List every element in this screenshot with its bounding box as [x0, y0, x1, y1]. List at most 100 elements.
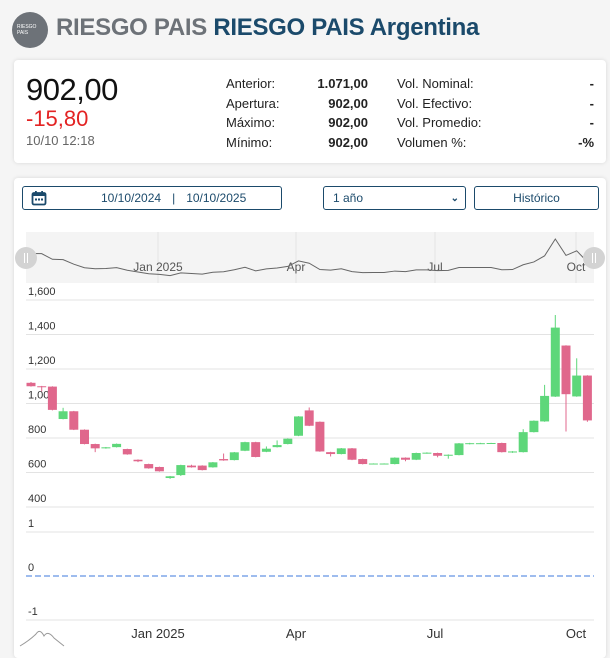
candle-body — [486, 443, 496, 445]
candle — [176, 464, 186, 476]
candle — [390, 457, 400, 465]
candle — [272, 440, 282, 448]
candle-body — [133, 459, 143, 462]
handle-circle — [15, 247, 37, 269]
logo-text: RIESGO PAIS — [17, 24, 37, 36]
candle — [475, 442, 485, 445]
candle-body — [37, 386, 47, 388]
candle — [304, 407, 314, 427]
candle-body — [176, 465, 186, 476]
date-separator: | — [172, 191, 176, 205]
candle-body — [187, 465, 196, 468]
handle-circle — [583, 247, 605, 269]
historico-button[interactable]: Histórico — [474, 186, 599, 210]
candle — [144, 463, 154, 469]
date-range-input[interactable]: 10/10/2024 | 10/10/2025 — [22, 186, 282, 210]
candle-body — [561, 345, 571, 395]
stat-value: 902,00 — [328, 134, 368, 150]
calendar-icon[interactable] — [31, 190, 47, 206]
candle-body — [550, 327, 560, 397]
candle — [240, 441, 250, 452]
candle — [454, 443, 464, 456]
x-tick-label: Jul — [427, 626, 444, 641]
candle-body — [26, 382, 36, 387]
candle-body — [336, 448, 346, 455]
navigator-tick-label: Apr — [287, 260, 306, 274]
volume-y-tick-label: -1 — [28, 606, 38, 618]
x-tick-label: Jan 2025 — [131, 626, 185, 641]
candle — [165, 475, 175, 479]
candle — [336, 448, 346, 455]
title-prefix: RIESGO PAIS — [56, 14, 207, 41]
candle-body — [572, 375, 582, 397]
candle — [283, 438, 293, 445]
quote-card: 902,00 -15,80 10/10 12:18 Anterior: 1.071… — [14, 60, 606, 163]
last-price: 902,00 — [26, 72, 118, 107]
candle-body — [261, 448, 271, 452]
candle — [229, 451, 239, 461]
candle-body — [219, 459, 229, 461]
candle — [122, 448, 132, 455]
candle — [572, 358, 582, 397]
range-select[interactable]: 1 año ⌄ — [323, 186, 466, 210]
candle — [540, 384, 550, 422]
navigator-handle-left[interactable] — [15, 247, 37, 269]
candle-body — [497, 443, 507, 453]
candle-body — [475, 443, 485, 445]
candle — [187, 464, 196, 468]
candle-body — [433, 453, 443, 456]
candle — [368, 463, 378, 465]
y-tick-label: 1,200 — [28, 355, 56, 367]
candle — [326, 451, 336, 457]
candle — [422, 452, 432, 454]
stat-value: -% — [578, 134, 594, 150]
candle — [497, 442, 507, 453]
candle-body — [272, 445, 282, 448]
candle — [261, 446, 271, 453]
candle-body — [390, 457, 400, 465]
candle — [443, 454, 453, 459]
candle — [347, 448, 357, 461]
candle-body — [529, 420, 539, 433]
stat-value: 902,00 — [328, 95, 368, 111]
date-to[interactable]: 10/10/2025 — [186, 191, 247, 205]
candle-body — [208, 462, 218, 468]
candle-body — [326, 452, 336, 455]
candle-body — [582, 375, 592, 421]
title-main: RIESGO PAIS Argentina — [213, 14, 480, 41]
stat-label: Vol. Nominal: — [397, 76, 474, 91]
candle-body — [540, 395, 550, 422]
candle — [465, 442, 475, 445]
candle-body — [411, 453, 421, 460]
candle-body — [165, 476, 175, 479]
stat-label: Anterior: — [226, 76, 276, 91]
candle-body — [508, 451, 517, 453]
candle-body — [251, 442, 261, 457]
navigator-background — [26, 232, 594, 283]
candle — [90, 443, 100, 453]
candle — [529, 420, 539, 433]
candle — [112, 443, 122, 448]
candle — [154, 466, 164, 472]
candle-body — [315, 421, 325, 452]
candle-body — [454, 443, 464, 456]
stat-value: - — [589, 95, 594, 111]
range-select-value: 1 año — [333, 191, 364, 205]
candle — [47, 386, 57, 411]
candle — [582, 375, 592, 422]
candle — [251, 441, 261, 458]
navigator-handle-right[interactable] — [583, 247, 605, 269]
candle — [315, 421, 325, 452]
candle — [433, 452, 443, 458]
candle-body — [465, 443, 475, 445]
candle — [518, 429, 528, 453]
candle-body — [58, 411, 68, 420]
stats-left: Anterior: 1.071,00 Apertura: 902,00 Máximo: 9… — [226, 74, 368, 152]
candle-body — [283, 438, 293, 445]
candle-body — [229, 452, 239, 461]
quote-timestamp: 10/10 12:18 — [26, 133, 95, 148]
date-from[interactable]: 10/10/2024 — [101, 191, 162, 205]
y-tick-label: 800 — [28, 424, 46, 436]
chevron-down-icon: ⌄ — [450, 192, 459, 204]
